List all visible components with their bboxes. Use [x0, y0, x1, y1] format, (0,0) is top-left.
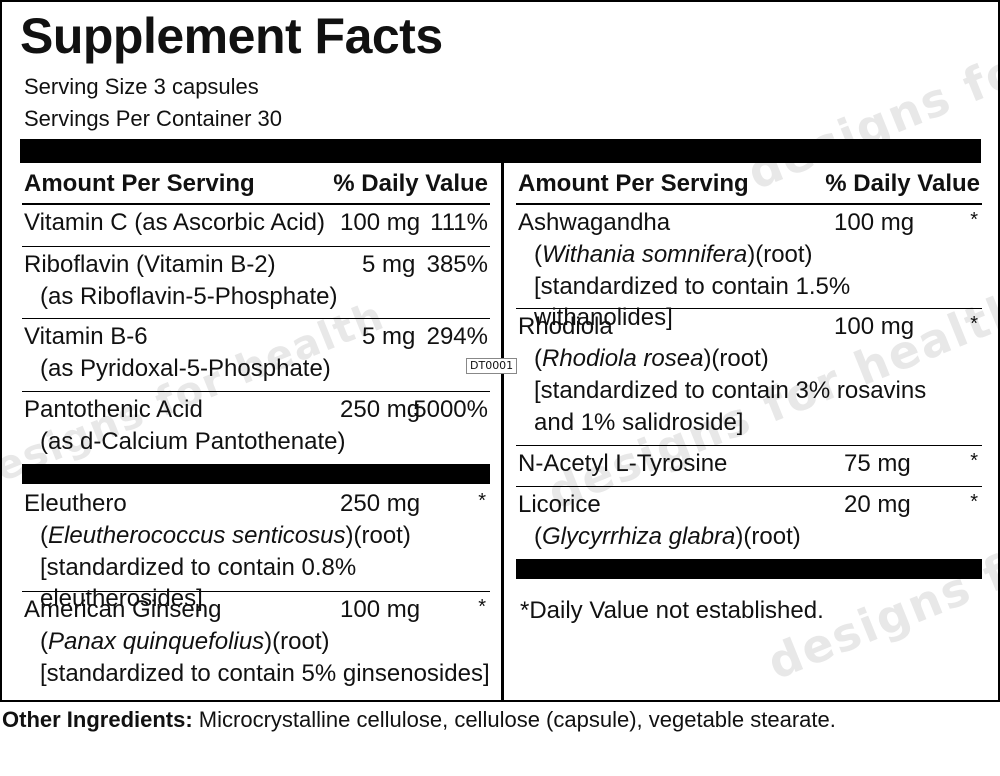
panel-title: Supplement Facts: [20, 8, 443, 64]
thick-rule: [516, 559, 982, 579]
nutrient-name: Eleuthero: [24, 490, 127, 517]
botanical-name: (Withania somnifera)(root): [534, 241, 813, 268]
nutrient-row: Vitamin C (as Ascorbic Acid) 100 mg 111%: [22, 205, 490, 247]
nutrient-name: Riboflavin (Vitamin B-2): [24, 251, 276, 278]
nutrient-row: Eleuthero (Eleutherococcus senticosus)(r…: [22, 486, 490, 612]
other-ingredients-label: Other Ingredients:: [2, 707, 193, 732]
nutrient-source: (as Riboflavin-5-Phosphate): [40, 283, 338, 310]
botanical-name: (Panax quinquefolius)(root): [40, 628, 330, 655]
thick-rule: [22, 464, 490, 484]
servings-per-container: Servings Per Container 30: [24, 106, 283, 131]
nutrient-amount: 250 mg: [340, 396, 421, 423]
nutrient-source: (as d-Calcium Pantothenate): [40, 428, 346, 455]
nutrient-amount: 5 mg: [362, 251, 416, 278]
product-code-label: DT0001: [466, 358, 518, 374]
nutrient-amount: 100 mg: [834, 209, 915, 236]
nutrient-source: (as Pyridoxal-5-Phosphate): [40, 355, 331, 382]
nutrient-amount: 100 mg: [834, 313, 915, 340]
left-column: Amount Per Serving % Daily Value Vitamin…: [22, 163, 490, 696]
supplement-facts-panel: Supplement Facts Serving Size 3 capsules…: [0, 0, 1000, 702]
standardization: [standardized to contain 0.8% eleutheros…: [40, 554, 357, 612]
amount-header: Amount Per Serving: [24, 170, 255, 197]
nutrient-row: Rhodiola (Rhodiola rosea)(root) [standar…: [516, 309, 982, 446]
other-ingredients-text: Microcrystalline cellulose, cellulose (c…: [192, 707, 836, 732]
serving-size: Serving Size 3 capsules: [24, 74, 259, 99]
column-header: Amount Per Serving % Daily Value: [516, 163, 982, 205]
daily-value-footnote: *Daily Value not established.: [520, 597, 824, 624]
nutrient-row: N-Acetyl L-Tyrosine 75 mg *: [516, 446, 982, 487]
nutrient-amount: 100 mg: [340, 596, 421, 623]
nutrient-name: N-Acetyl L-Tyrosine: [518, 450, 728, 477]
daily-value-header: % Daily Value: [333, 170, 488, 197]
nutrient-amount: 100 mg: [340, 209, 421, 236]
column-divider: [501, 163, 504, 700]
standardization: and 1% salidroside]: [534, 409, 744, 436]
nutrient-row: Riboflavin (Vitamin B-2) (as Riboflavin-…: [22, 247, 490, 319]
nutrient-name: Vitamin C (as Ascorbic Acid): [24, 209, 325, 236]
nutrient-dv: 111%: [430, 209, 488, 236]
right-column: Amount Per Serving % Daily Value Ashwaga…: [516, 163, 982, 624]
nutrient-amount: 75 mg: [844, 450, 911, 477]
nutrient-name: Vitamin B-6: [24, 323, 148, 350]
daily-value-header: % Daily Value: [825, 170, 980, 197]
botanical-name: (Glycyrrhiza glabra)(root): [534, 523, 801, 550]
nutrient-name: Pantothenic Acid: [24, 396, 203, 423]
nutrient-amount: 20 mg: [844, 491, 911, 518]
nutrient-dv: 5000%: [413, 396, 488, 423]
nutrient-dv: *: [970, 209, 978, 231]
nutrient-row: American Ginseng (Panax quinquefolius)(r…: [22, 592, 490, 696]
column-header: Amount Per Serving % Daily Value: [22, 163, 490, 205]
nutrient-dv: *: [478, 490, 486, 512]
nutrient-row: Pantothenic Acid (as d-Calcium Pantothen…: [22, 392, 490, 462]
thick-rule: [20, 139, 981, 163]
nutrient-dv: *: [970, 313, 978, 335]
botanical-name: (Eleutherococcus senticosus)(root): [40, 522, 411, 549]
nutrient-amount: 5 mg: [362, 323, 416, 350]
nutrient-name: Rhodiola: [518, 313, 613, 340]
amount-header: Amount Per Serving: [518, 170, 749, 197]
nutrient-row: Vitamin B-6 (as Pyridoxal-5-Phosphate) 5…: [22, 319, 490, 392]
botanical-name: (Rhodiola rosea)(root): [534, 345, 769, 372]
nutrient-dv: 385%: [426, 251, 488, 278]
nutrient-dv: 294%: [426, 323, 488, 350]
nutrient-dv: *: [478, 596, 486, 618]
nutrient-dv: *: [970, 491, 978, 513]
nutrient-row: Ashwagandha (Withania somnifera)(root) […: [516, 205, 982, 331]
standardization: [standardized to contain 1.5% withanolid…: [534, 273, 851, 331]
nutrient-name: Licorice: [518, 491, 601, 518]
other-ingredients: Other Ingredients: Microcrystalline cell…: [2, 706, 836, 734]
standardization: [standardized to contain 3% rosavins: [534, 377, 927, 404]
nutrient-amount: 250 mg: [340, 490, 421, 517]
nutrient-dv: *: [970, 450, 978, 472]
nutrient-name: American Ginseng: [24, 596, 222, 623]
standardization: [standardized to contain 5% ginsenosides…: [40, 660, 490, 687]
nutrient-name: Ashwagandha: [518, 209, 671, 236]
nutrient-row: Licorice (Glycyrrhiza glabra)(root) 20 m…: [516, 487, 982, 559]
